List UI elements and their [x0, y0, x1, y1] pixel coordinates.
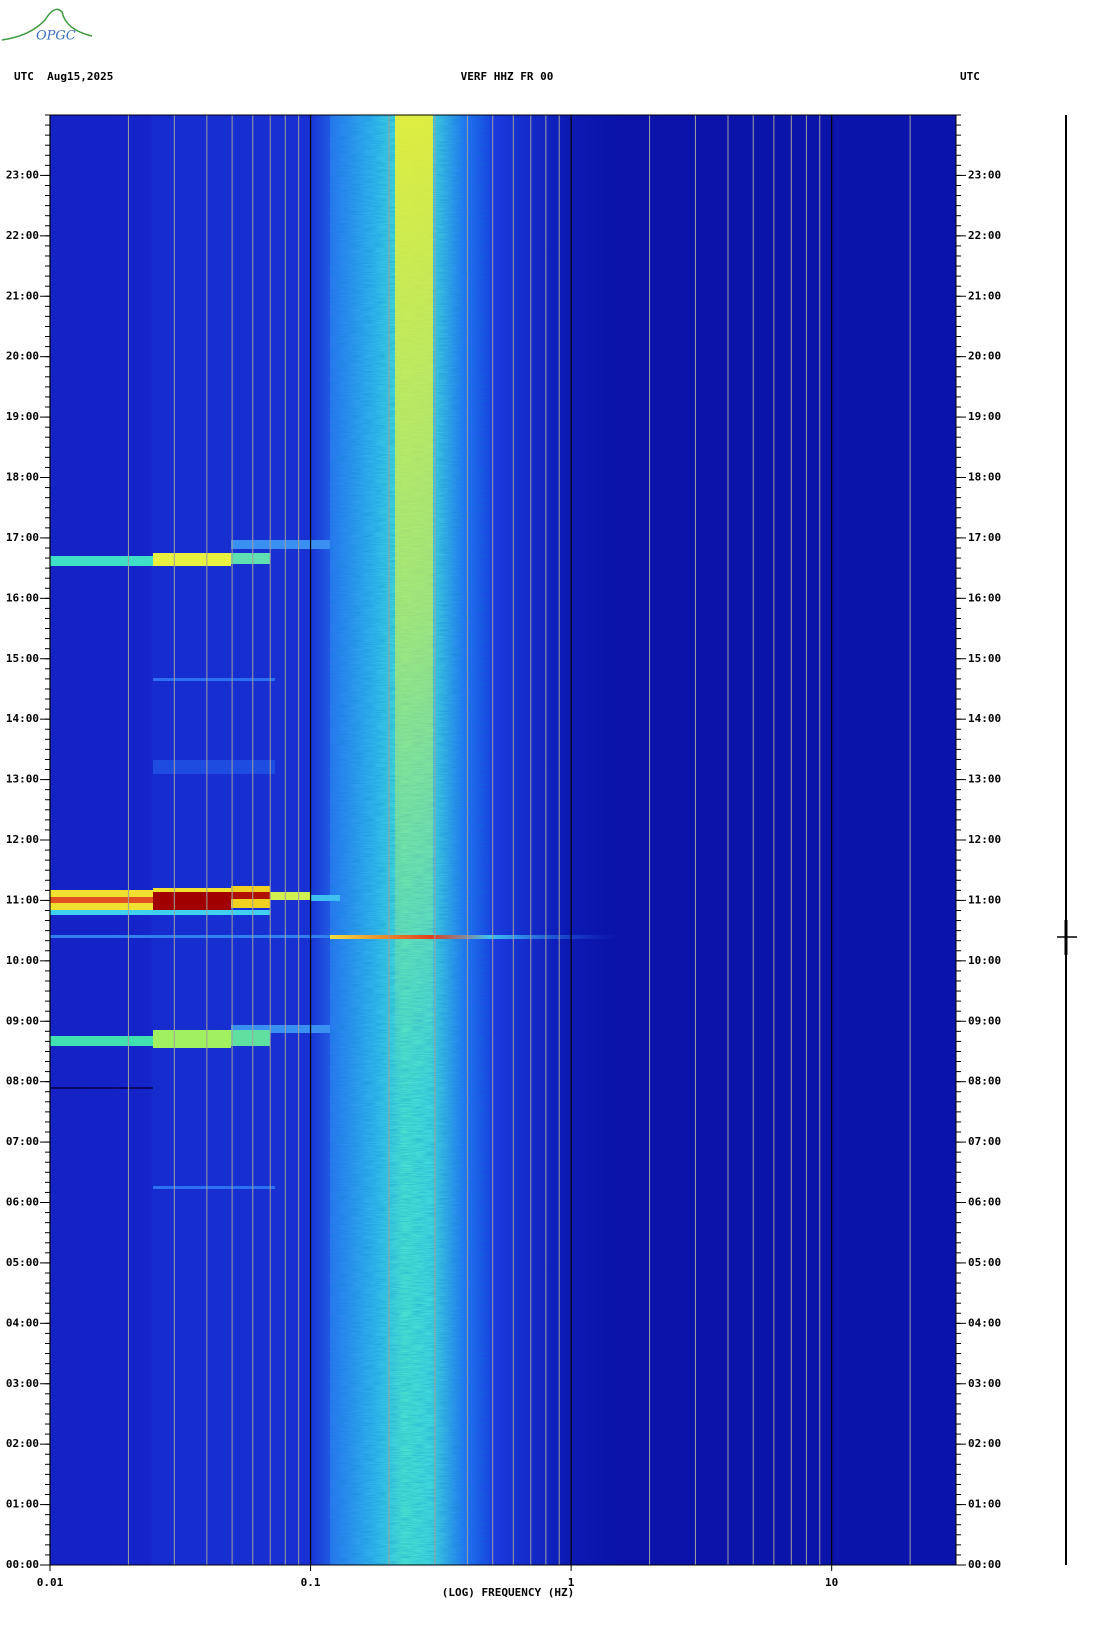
y-tick-label: 04:00: [6, 1316, 39, 1329]
y-tick-label: 14:00: [6, 712, 39, 725]
y-tick-label: 19:00: [968, 410, 1001, 423]
y-tick-label: 21:00: [968, 289, 1001, 302]
y-tick-label: 10:00: [6, 954, 39, 967]
y-tick-label: 16:00: [968, 591, 1001, 604]
y-tick-label: 12:00: [968, 833, 1001, 846]
y-tick-label: 22:00: [968, 229, 1001, 242]
y-tick-label: 12:00: [6, 833, 39, 846]
y-tick-label: 03:00: [6, 1377, 39, 1390]
y-tick-label: 11:00: [968, 893, 1001, 906]
x-tick-label: 0.1: [301, 1576, 321, 1589]
y-tick-label: 06:00: [968, 1196, 1001, 1209]
y-tick-label: 08:00: [6, 1075, 39, 1088]
x-tick-label: 10: [825, 1576, 838, 1589]
y-tick-label: 06:00: [6, 1196, 39, 1209]
y-tick-label: 00:00: [968, 1558, 1001, 1571]
y-tick-label: 13:00: [6, 773, 39, 786]
y-tick-label: 18:00: [968, 471, 1001, 484]
y-tick-label: 20:00: [968, 350, 1001, 363]
y-tick-label: 09:00: [6, 1014, 39, 1027]
y-tick-label: 15:00: [6, 652, 39, 665]
y-tick-label: 15:00: [968, 652, 1001, 665]
y-tick-label: 13:00: [968, 773, 1001, 786]
y-tick-label: 01:00: [968, 1498, 1001, 1511]
y-tick-label: 02:00: [6, 1437, 39, 1450]
y-tick-label: 16:00: [6, 591, 39, 604]
y-tick-label: 09:00: [968, 1014, 1001, 1027]
y-tick-label: 14:00: [968, 712, 1001, 725]
timezone-label: UTC: [960, 70, 980, 83]
y-tick-label: 17:00: [968, 531, 1001, 544]
y-tick-label: 03:00: [968, 1377, 1001, 1390]
y-tick-label: 07:00: [968, 1135, 1001, 1148]
y-tick-label: 05:00: [6, 1256, 39, 1269]
y-tick-label: 21:00: [6, 289, 39, 302]
y-tick-label: 11:00: [6, 893, 39, 906]
x-axis-label: (LOG) FREQUENCY (HZ): [442, 1586, 574, 1599]
y-tick-label: 19:00: [6, 410, 39, 423]
y-tick-label: 05:00: [968, 1256, 1001, 1269]
x-tick-label: 1: [568, 1576, 575, 1589]
logo-text: OPGC: [36, 29, 76, 44]
y-tick-label: 22:00: [6, 229, 39, 242]
x-tick-label: 0.01: [37, 1576, 64, 1589]
y-tick-label: 08:00: [968, 1075, 1001, 1088]
y-tick-label: 18:00: [6, 471, 39, 484]
date-label: UTC Aug15,2025: [14, 70, 113, 83]
y-tick-label: 17:00: [6, 531, 39, 544]
y-tick-label: 07:00: [6, 1135, 39, 1148]
y-tick-label: 00:00: [6, 1558, 39, 1571]
y-tick-label: 20:00: [6, 350, 39, 363]
plot-frame: [49, 114, 957, 1566]
logo: OPGC: [1, 8, 93, 44]
y-tick-label: 01:00: [6, 1498, 39, 1511]
y-tick-label: 23:00: [968, 168, 1001, 181]
chart-title: VERF HHZ FR 00: [461, 70, 554, 83]
y-tick-label: 10:00: [968, 954, 1001, 967]
spectrogram-image: [50, 115, 956, 1565]
y-tick-label: 23:00: [6, 168, 39, 181]
seismogram-trace: [1057, 115, 1077, 1565]
y-tick-label: 02:00: [968, 1437, 1001, 1450]
y-tick-label: 04:00: [968, 1316, 1001, 1329]
